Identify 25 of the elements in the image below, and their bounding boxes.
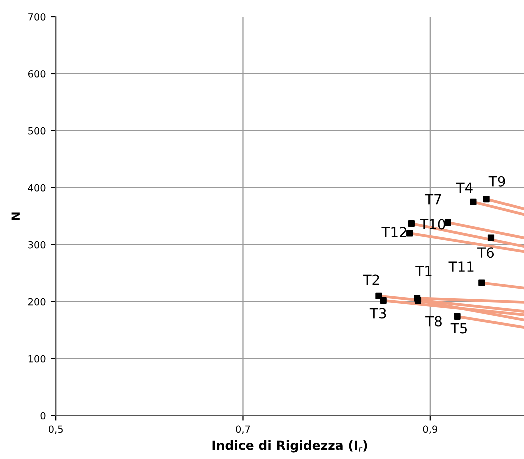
annotation: T10 — [420, 219, 446, 230]
x-tick-label: 0,9 — [423, 426, 438, 434]
y-tick-label: 400 — [28, 184, 46, 192]
x-tick-label: 0,5 — [48, 426, 63, 434]
y-tick-label: 300 — [28, 241, 46, 249]
y-tick-label: 700 — [28, 13, 46, 21]
annotation: T3 — [370, 308, 386, 319]
y-tick-label: 0 — [40, 412, 46, 420]
y-tick-label: 100 — [28, 355, 46, 363]
annotation: T2 — [363, 274, 380, 286]
annotation: T7 — [424, 194, 442, 205]
annotation: T12 — [382, 227, 407, 238]
annotation: T6 — [478, 248, 494, 258]
y-tick-label: 500 — [28, 127, 46, 135]
y-tick-label: 600 — [28, 70, 46, 78]
annotation: T8 — [426, 316, 442, 327]
annotation: T5 — [450, 323, 467, 334]
annotation: T1 — [416, 266, 432, 276]
x-tick-label: 0,7 — [236, 426, 250, 434]
y-axis-title: N — [12, 212, 20, 220]
annotation: T11 — [448, 262, 474, 272]
x-axis-title: Indice di Rigidezza (I$_{r}$) — [212, 440, 368, 453]
annotation: T4 — [456, 182, 473, 194]
y-tick-label: 200 — [28, 298, 46, 306]
annotation: T9 — [488, 176, 506, 187]
